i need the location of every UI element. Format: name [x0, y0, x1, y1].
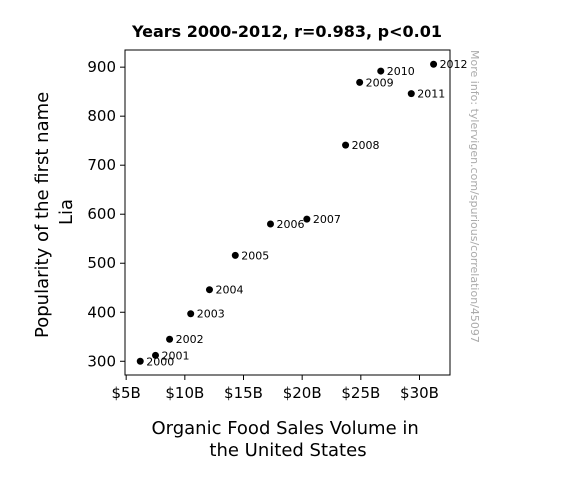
- data-point-label: 2007: [313, 213, 341, 226]
- y-tick-label: 800: [87, 107, 116, 125]
- data-point-2003: [187, 310, 195, 318]
- data-point-2001: [152, 351, 160, 359]
- x-tick-label: $20B: [283, 384, 322, 402]
- data-point-label: 2000: [146, 355, 174, 368]
- data-point-2008: [342, 141, 350, 149]
- y-tick-label: 900: [87, 58, 116, 76]
- data-point-2009: [356, 78, 364, 86]
- x-tick-label: $25B: [341, 384, 380, 402]
- plot-area-frame: [124, 49, 451, 376]
- y-tick-label: 400: [87, 303, 116, 321]
- data-point-label: 2004: [215, 284, 243, 297]
- data-point-2011: [407, 90, 415, 98]
- watermark-text: More info: tylervigen.com/spurious/corre…: [468, 50, 481, 343]
- x-tick-label: $10B: [165, 384, 204, 402]
- y-axis-label: Popularity of the first name Lia: [32, 86, 77, 338]
- data-point-label: 2008: [352, 139, 380, 152]
- data-point-label: 2009: [366, 76, 394, 89]
- data-point-label: 2001: [162, 349, 190, 362]
- data-point-label: 2005: [241, 249, 269, 262]
- data-point-label: 2010: [387, 65, 415, 78]
- data-point-label: 2003: [197, 308, 225, 321]
- x-axis-label: Organic Food Sales Volume in the United …: [151, 418, 424, 461]
- data-point-label: 2006: [276, 218, 304, 231]
- chart-title: Years 2000-2012, r=0.983, p<0.01: [131, 22, 442, 41]
- data-point-2010: [377, 67, 385, 75]
- x-tick-label: $30B: [400, 384, 439, 402]
- data-point-label: 2012: [440, 58, 468, 71]
- data-point-label: 2011: [417, 88, 445, 101]
- data-point-2012: [430, 60, 438, 68]
- y-tick-label: 700: [87, 156, 116, 174]
- data-point-2005: [231, 251, 239, 259]
- data-point-2006: [266, 220, 274, 228]
- x-axis: $5B $10B $15B $20B $25B $30B: [111, 375, 439, 402]
- y-tick-label: 600: [87, 205, 116, 223]
- data-point-2000: [136, 357, 144, 365]
- x-tick-label: $15B: [224, 384, 263, 402]
- y-tick-label: 500: [87, 254, 116, 272]
- data-point-label: 2002: [176, 333, 204, 346]
- data-point-2007: [303, 215, 311, 223]
- x-tick-label: $5B: [111, 384, 140, 402]
- y-axis: 300 400 500 600 700 800 900: [87, 58, 125, 370]
- y-tick-label: 300: [87, 352, 116, 370]
- data-point-2002: [166, 335, 174, 343]
- data-point-2004: [205, 286, 213, 294]
